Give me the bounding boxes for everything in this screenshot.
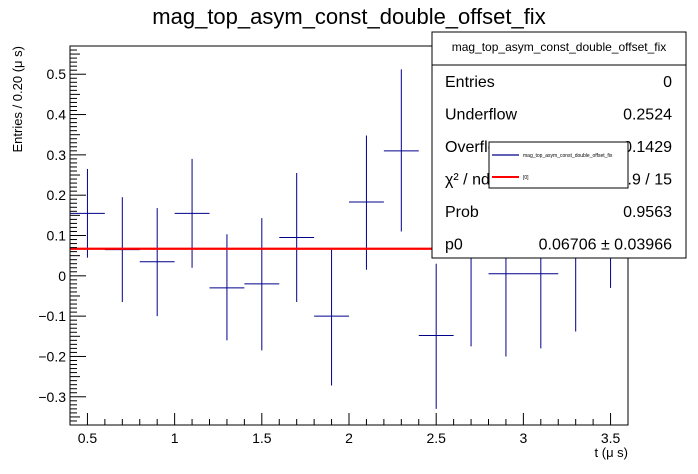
y-tick-label: 0.2 <box>47 187 67 203</box>
x-tick-label: 1.5 <box>252 430 272 446</box>
y-tick-label: 0.3 <box>47 147 67 163</box>
y-tick-label: −0.3 <box>38 389 66 405</box>
data-point <box>279 173 315 303</box>
stats-row-value: 0.06706 ± 0.03966 <box>539 237 672 254</box>
chart-title: mag_top_asym_const_double_offset_fix <box>152 4 545 29</box>
data-point <box>383 69 419 232</box>
stats-row-label: Entries <box>445 74 495 91</box>
data-point <box>209 234 245 341</box>
x-tick-label: 0.5 <box>78 430 98 446</box>
stats-row-value: 0.1429 <box>623 139 672 156</box>
y-tick-label: −0.1 <box>38 308 66 324</box>
data-point <box>418 263 454 409</box>
stats-row-value: 0 <box>663 74 672 91</box>
stats-row-label: Prob <box>445 204 479 221</box>
legend-box <box>488 141 629 189</box>
data-point <box>139 208 175 317</box>
data-point <box>349 135 384 270</box>
stats-row-label: χ² / ndf <box>445 172 495 189</box>
legend-label: [0] <box>523 175 529 181</box>
data-point <box>70 168 105 258</box>
y-tick-label: 0.4 <box>47 107 67 123</box>
x-tick-label: 2 <box>345 430 353 446</box>
x-tick-label: 3 <box>519 430 527 446</box>
y-tick-label: 0.1 <box>47 228 67 244</box>
data-point <box>314 249 349 386</box>
y-tick-label: 0 <box>58 268 66 284</box>
stats-row-label: p0 <box>445 237 463 254</box>
legend-label: mag_top_asym_const_double_offset_fix <box>523 153 613 159</box>
data-point <box>174 158 210 268</box>
data-point <box>244 218 280 351</box>
x-tick-label: 2.5 <box>426 430 446 446</box>
stats-row-value: 0.2524 <box>623 107 672 124</box>
stats-row-label: Underflow <box>445 107 517 124</box>
y-tick-label: 0.5 <box>47 66 67 82</box>
y-tick-label: −0.2 <box>38 348 66 364</box>
x-axis-label: t (μ s) <box>595 445 628 460</box>
y-axis-label: Entries / 0.20 (μ s) <box>10 46 25 152</box>
x-tick-label: 1 <box>171 430 179 446</box>
stats-box-title: mag_top_asym_const_double_offset_fix <box>452 40 667 54</box>
stats-row-value: 0.9563 <box>623 204 672 221</box>
x-tick-label: 3.5 <box>601 430 621 446</box>
